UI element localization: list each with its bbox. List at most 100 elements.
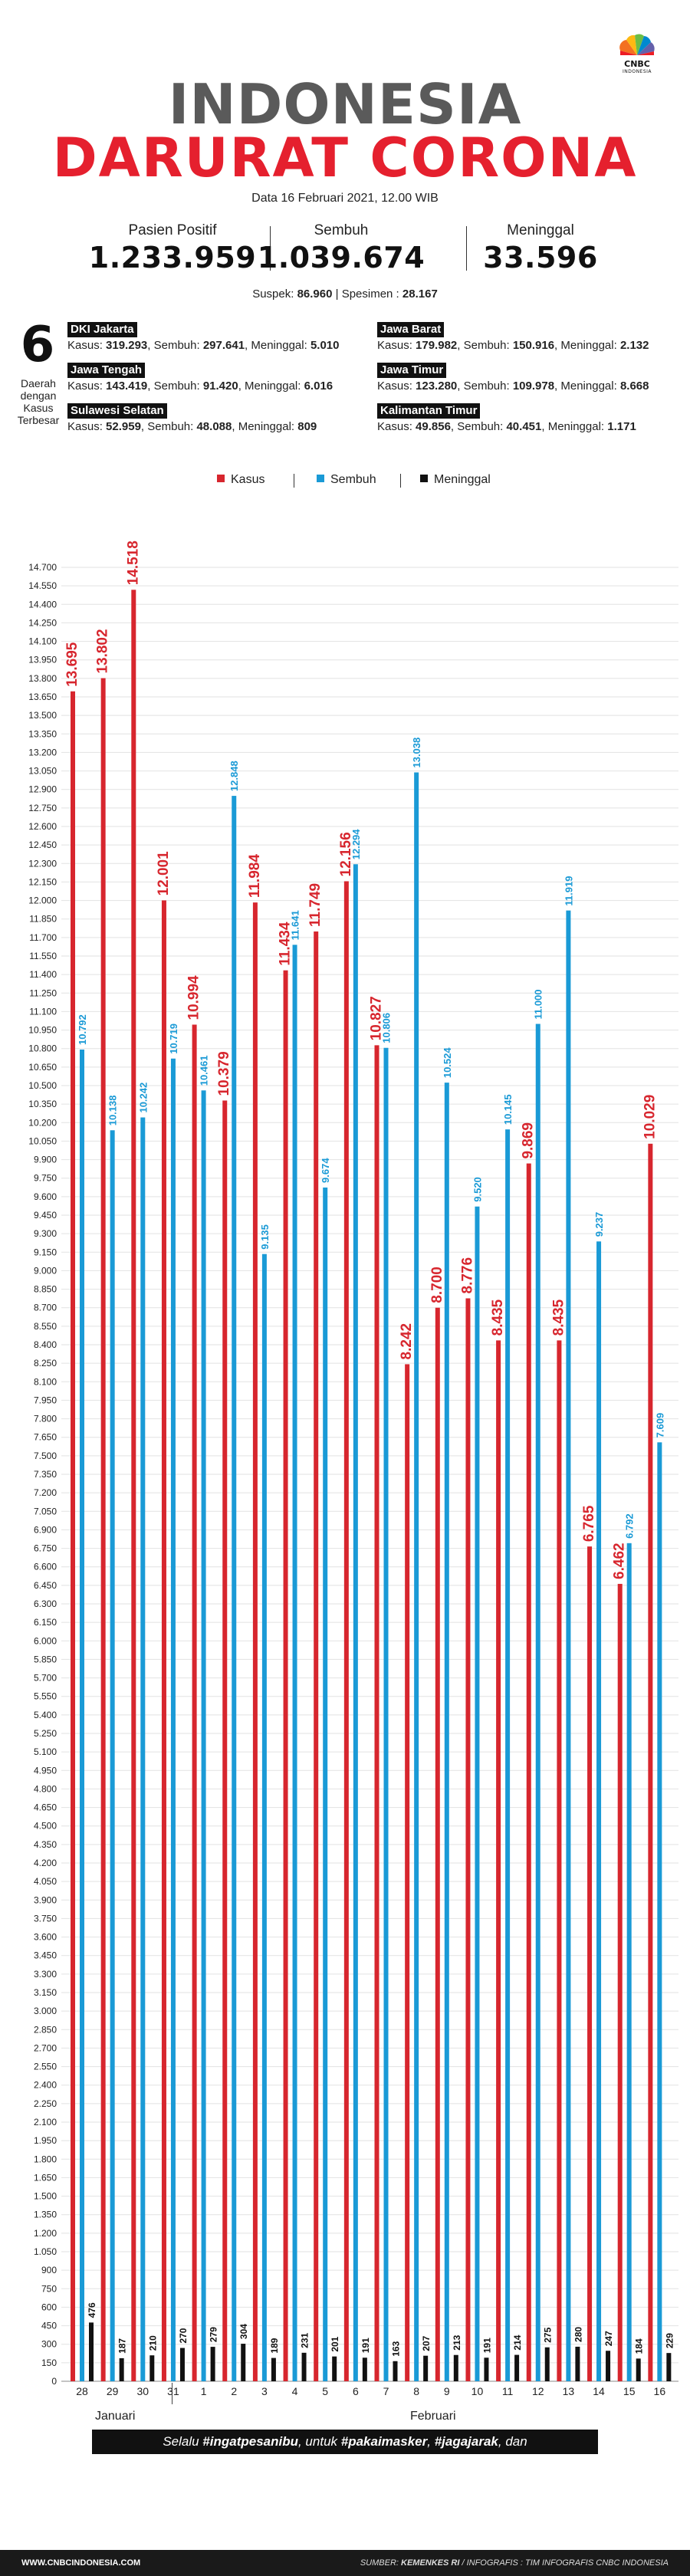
bar-meninggal — [575, 2346, 580, 2381]
data-label-kasus: 6.765 — [581, 1505, 597, 1542]
legend-label: Meninggal — [434, 473, 491, 486]
x-tick-label: 6 — [353, 2385, 359, 2397]
brand-name: CNBC — [624, 59, 650, 69]
y-tick-label: 6.000 — [34, 1635, 57, 1646]
x-tick-label: 10 — [472, 2385, 484, 2397]
y-tick-label: 450 — [41, 2321, 57, 2331]
x-tick-label: 3 — [261, 2385, 268, 2397]
data-label-sembuh: 6.792 — [624, 1513, 636, 1539]
x-tick-label: 5 — [322, 2385, 328, 2397]
y-tick-label: 13.350 — [28, 728, 57, 739]
y-tick-label: 900 — [41, 2265, 57, 2275]
region-sembuh: 48.088 — [196, 420, 232, 433]
y-tick-label: 10.200 — [28, 1117, 57, 1128]
bar-sembuh — [566, 910, 571, 2381]
data-label-meninggal: 304 — [238, 2324, 249, 2339]
region-sembuh: 150.916 — [512, 339, 555, 352]
y-tick-label: 9.450 — [34, 1210, 57, 1221]
region-kasus-label: Kasus: — [67, 339, 107, 352]
region-label-line: Kasus — [23, 402, 54, 414]
y-tick-label: 8.100 — [34, 1376, 57, 1387]
bar-sembuh — [261, 1254, 267, 2381]
data-label-sembuh: 11.641 — [290, 910, 301, 940]
y-tick-label: 12.900 — [28, 784, 57, 795]
legend-label: Kasus — [231, 473, 265, 486]
region-item: Jawa Tengah Kasus: 143.419, Sembuh: 91.42… — [67, 363, 389, 393]
data-label-kasus: 8.435 — [550, 1299, 567, 1336]
y-tick-label: 11.700 — [29, 932, 57, 943]
y-tick-label: 4.650 — [34, 1802, 57, 1813]
slogan-text: , untuk — [297, 2434, 341, 2449]
bar-sembuh — [383, 1047, 389, 2381]
region-item: Kalimantan Timur Kasus: 49.856, Sembuh: 4… — [377, 403, 690, 433]
data-label-meninggal: 275 — [543, 2327, 554, 2342]
data-label-kasus: 10.379 — [216, 1051, 232, 1096]
region-count-label: Daerah dengan Kasus Terbesar — [8, 377, 69, 426]
bar-kasus — [131, 590, 136, 2381]
y-tick-label: 9.900 — [34, 1155, 57, 1165]
y-tick-label: 10.650 — [28, 1062, 57, 1073]
region-item: Jawa Barat Kasus: 179.982, Sembuh: 150.91… — [377, 322, 690, 352]
bar-sembuh — [444, 1083, 449, 2381]
bar-kasus — [192, 1024, 197, 2381]
y-tick-label: 5.100 — [34, 1746, 57, 1757]
region-meninggal: 8.668 — [619, 380, 649, 393]
stat-separator — [270, 226, 271, 271]
bar-sembuh — [110, 1130, 115, 2381]
data-label-sembuh: 12.294 — [350, 829, 362, 860]
y-tick-label: 3.450 — [34, 1950, 57, 1961]
y-tick-label: 6.150 — [34, 1617, 57, 1628]
y-tick-label: 3.300 — [34, 1969, 57, 1980]
y-tick-label: 8.850 — [34, 1284, 57, 1295]
data-label-kasus: 10.994 — [186, 975, 202, 1020]
y-tick-label: 4.500 — [34, 1821, 57, 1832]
data-label-meninggal: 231 — [300, 2332, 310, 2348]
y-tick-label: 5.700 — [34, 1673, 57, 1684]
y-tick-label: 7.950 — [34, 1395, 57, 1405]
footer-source-label: SUMBER: — [360, 2558, 402, 2568]
y-tick-label: 11.550 — [29, 951, 57, 961]
y-tick-label: 2.100 — [34, 2117, 57, 2128]
bar-kasus — [648, 1143, 653, 2381]
footer-bar — [0, 2550, 690, 2576]
y-tick-label: 6.450 — [34, 1580, 57, 1591]
y-tick-label: 2.700 — [34, 2042, 57, 2053]
y-tick-label: 6.600 — [34, 1562, 57, 1572]
y-tick-label: 750 — [41, 2283, 57, 2294]
bar-kasus — [283, 970, 288, 2381]
data-label-sembuh: 9.237 — [593, 1212, 605, 1237]
y-tick-label: 2.850 — [34, 2024, 57, 2035]
bar-meninggal — [636, 2358, 641, 2381]
region-name: Jawa Timur — [377, 363, 447, 378]
region-label-line: dengan — [20, 389, 57, 402]
y-tick-label: 14.700 — [28, 562, 57, 573]
title-line-2: DARURAT CORONA — [52, 127, 638, 189]
region-kasus-label: Kasus: — [67, 380, 107, 393]
data-label-sembuh: 9.520 — [472, 1177, 483, 1202]
y-tick-label: 4.350 — [34, 1839, 57, 1850]
data-label-kasus: 12.156 — [338, 832, 354, 876]
footer-source: KEMENKES RI — [401, 2558, 460, 2568]
region-meninggal-label: , Meninggal: — [238, 380, 304, 393]
footer-credits-text: / INFOGRAFIS : TIM INFOGRAFIS CNBC INDON… — [459, 2558, 669, 2568]
slogan-hashtag: #pakaimasker — [340, 2434, 428, 2449]
bar-sembuh — [80, 1050, 84, 2381]
y-tick-label: 8.700 — [34, 1303, 57, 1313]
y-tick-label: 12.150 — [28, 876, 57, 887]
region-meninggal-label: , Meninggal: — [554, 339, 620, 352]
region-name: Kalimantan Timur — [377, 403, 481, 419]
data-label-kasus: 6.462 — [612, 1543, 628, 1579]
y-tick-label: 600 — [41, 2302, 57, 2312]
data-label-meninggal: 187 — [117, 2338, 128, 2354]
y-tick-label: 7.050 — [34, 1506, 57, 1516]
y-tick-label: 1.800 — [34, 2154, 57, 2164]
data-label-meninggal: 229 — [664, 2333, 675, 2348]
x-tick-label: 9 — [444, 2385, 450, 2397]
region-kasus: 179.982 — [416, 339, 458, 352]
region-meninggal-label: , Meninggal: — [232, 420, 298, 433]
y-tick-label: 12.300 — [28, 858, 57, 869]
y-tick-label: 8.250 — [34, 1358, 57, 1368]
y-tick-label: 300 — [41, 2339, 57, 2350]
y-tick-label: 9.600 — [34, 1191, 57, 1202]
data-label-kasus: 13.695 — [64, 642, 80, 687]
